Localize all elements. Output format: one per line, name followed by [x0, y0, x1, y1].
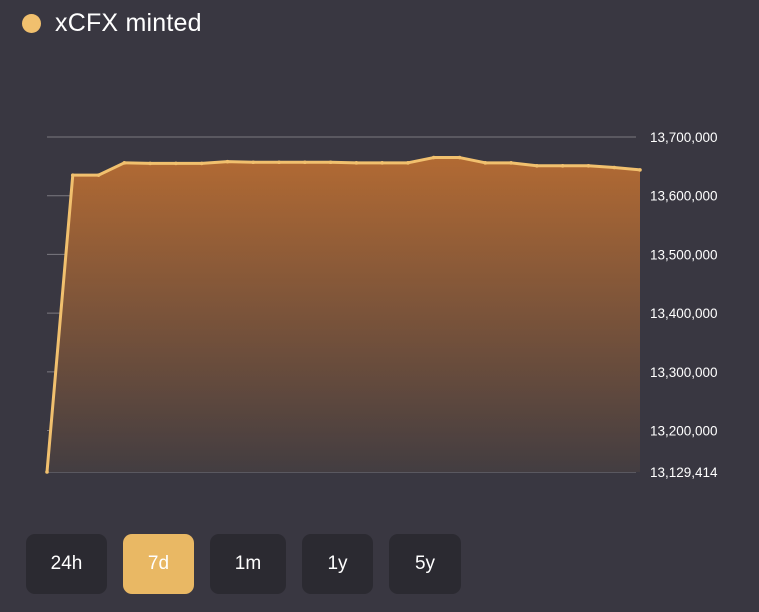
range-button-1y[interactable]: 1y [302, 534, 373, 594]
legend-dot-icon [22, 13, 41, 33]
series-line [45, 155, 642, 474]
data-point[interactable] [457, 155, 462, 160]
range-button-24h[interactable]: 24h [26, 534, 107, 594]
y-axis-labels: 13,700,000 13,600,000 13,500,000 13,400,000… [650, 130, 718, 480]
time-range-selector: 24h 7d 1m 1y 5y [26, 534, 477, 594]
area-fill-path [47, 157, 640, 472]
range-button-5y[interactable]: 5y [389, 534, 461, 594]
area-fill [47, 157, 640, 472]
series-line-path [45, 156, 641, 473]
data-point[interactable] [225, 159, 230, 164]
data-point[interactable] [174, 161, 178, 166]
y-tick-label: 13,200,000 [650, 424, 718, 439]
data-point[interactable] [406, 161, 410, 165]
data-point[interactable] [70, 173, 75, 177]
data-point[interactable] [560, 163, 565, 168]
area-chart: 13,700,000 13,600,000 13,500,000 13,400,000… [45, 130, 718, 480]
y-tick-label: 13,400,000 [650, 306, 718, 321]
y-tick-label: 13,129,414 [650, 465, 718, 480]
data-point[interactable] [354, 161, 359, 165]
data-point[interactable] [586, 163, 591, 168]
data-point[interactable] [431, 155, 436, 160]
legend: xCFX minted [22, 8, 202, 38]
data-point[interactable] [483, 161, 488, 165]
data-point[interactable] [380, 161, 384, 165]
y-tick-label: 13,500,000 [650, 247, 718, 262]
data-point[interactable] [638, 168, 642, 172]
range-button-1m[interactable]: 1m [210, 534, 286, 594]
data-point[interactable] [328, 160, 333, 165]
data-point[interactable] [148, 161, 152, 166]
data-point[interactable] [199, 161, 204, 166]
y-tick-label: 13,700,000 [650, 130, 718, 145]
y-tick-label: 13,300,000 [650, 365, 718, 380]
data-point[interactable] [277, 160, 281, 165]
data-point[interactable] [45, 470, 49, 474]
data-point[interactable] [612, 165, 617, 170]
y-tick-label: 13,600,000 [650, 189, 718, 204]
data-point[interactable] [122, 161, 127, 165]
data-point[interactable] [535, 163, 539, 168]
data-point[interactable] [251, 160, 256, 165]
data-point[interactable] [303, 160, 307, 165]
range-button-7d[interactable]: 7d [123, 534, 194, 594]
legend-label: xCFX minted [55, 8, 202, 37]
data-point[interactable] [509, 161, 513, 165]
data-point[interactable] [96, 173, 101, 177]
